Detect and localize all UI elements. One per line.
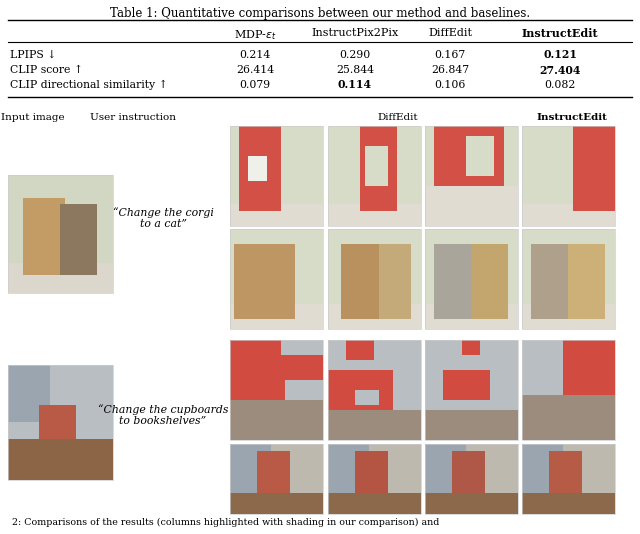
Text: DiffEdit: DiffEdit	[428, 28, 472, 38]
Text: 27.404: 27.404	[540, 65, 580, 75]
Bar	[328, 444, 421, 514]
Text: 0.121: 0.121	[543, 50, 577, 60]
Text: MDP-$\epsilon_t$: MDP-$\epsilon_t$	[234, 28, 276, 42]
Text: 0.082: 0.082	[544, 80, 576, 90]
Text: 25.844: 25.844	[336, 65, 374, 75]
Text: LPIPS ↓: LPIPS ↓	[10, 50, 56, 60]
Text: InstructPix2Pix: InstructPix2Pix	[312, 28, 399, 38]
Bar	[8, 175, 113, 293]
Bar	[522, 126, 615, 226]
Text: 0.167: 0.167	[435, 50, 466, 60]
Bar	[230, 340, 323, 440]
Text: 26.847: 26.847	[431, 65, 469, 75]
Text: Input image: Input image	[1, 113, 65, 122]
Bar	[230, 444, 323, 514]
Bar	[522, 340, 615, 440]
Text: 0.114: 0.114	[338, 80, 372, 90]
Text: InstructEdit: InstructEdit	[522, 28, 598, 39]
Bar	[522, 229, 615, 329]
Text: “Change the cupboards
to bookshelves”: “Change the cupboards to bookshelves”	[98, 404, 228, 426]
Text: 0.079: 0.079	[239, 80, 271, 90]
Bar	[425, 229, 518, 329]
Text: 0.106: 0.106	[435, 80, 466, 90]
Bar	[230, 229, 323, 329]
Bar	[328, 340, 421, 440]
Text: InstructEdit: InstructEdit	[536, 113, 607, 122]
Text: CLIP directional similarity ↑: CLIP directional similarity ↑	[10, 80, 168, 90]
Bar	[328, 229, 421, 329]
Text: 2: Comparisons of the results (columns highlighted with shading in our compariso: 2: Comparisons of the results (columns h…	[12, 517, 440, 527]
Text: User instruction: User instruction	[90, 113, 176, 122]
Bar	[522, 444, 615, 514]
Text: 0.214: 0.214	[239, 50, 271, 60]
Bar	[8, 365, 113, 480]
Text: CLIP score ↑: CLIP score ↑	[10, 65, 83, 75]
Bar	[425, 444, 518, 514]
Bar	[230, 126, 323, 226]
Bar	[425, 126, 518, 226]
Text: 26.414: 26.414	[236, 65, 274, 75]
Text: 0.290: 0.290	[339, 50, 371, 60]
Bar	[328, 126, 421, 226]
Text: Table 1: Quantitative comparisons between our method and baselines.: Table 1: Quantitative comparisons betwee…	[110, 7, 530, 20]
Text: DiffEdit: DiffEdit	[378, 113, 419, 122]
Text: “Change the corgi
to a cat”: “Change the corgi to a cat”	[113, 207, 213, 229]
Bar	[425, 340, 518, 440]
